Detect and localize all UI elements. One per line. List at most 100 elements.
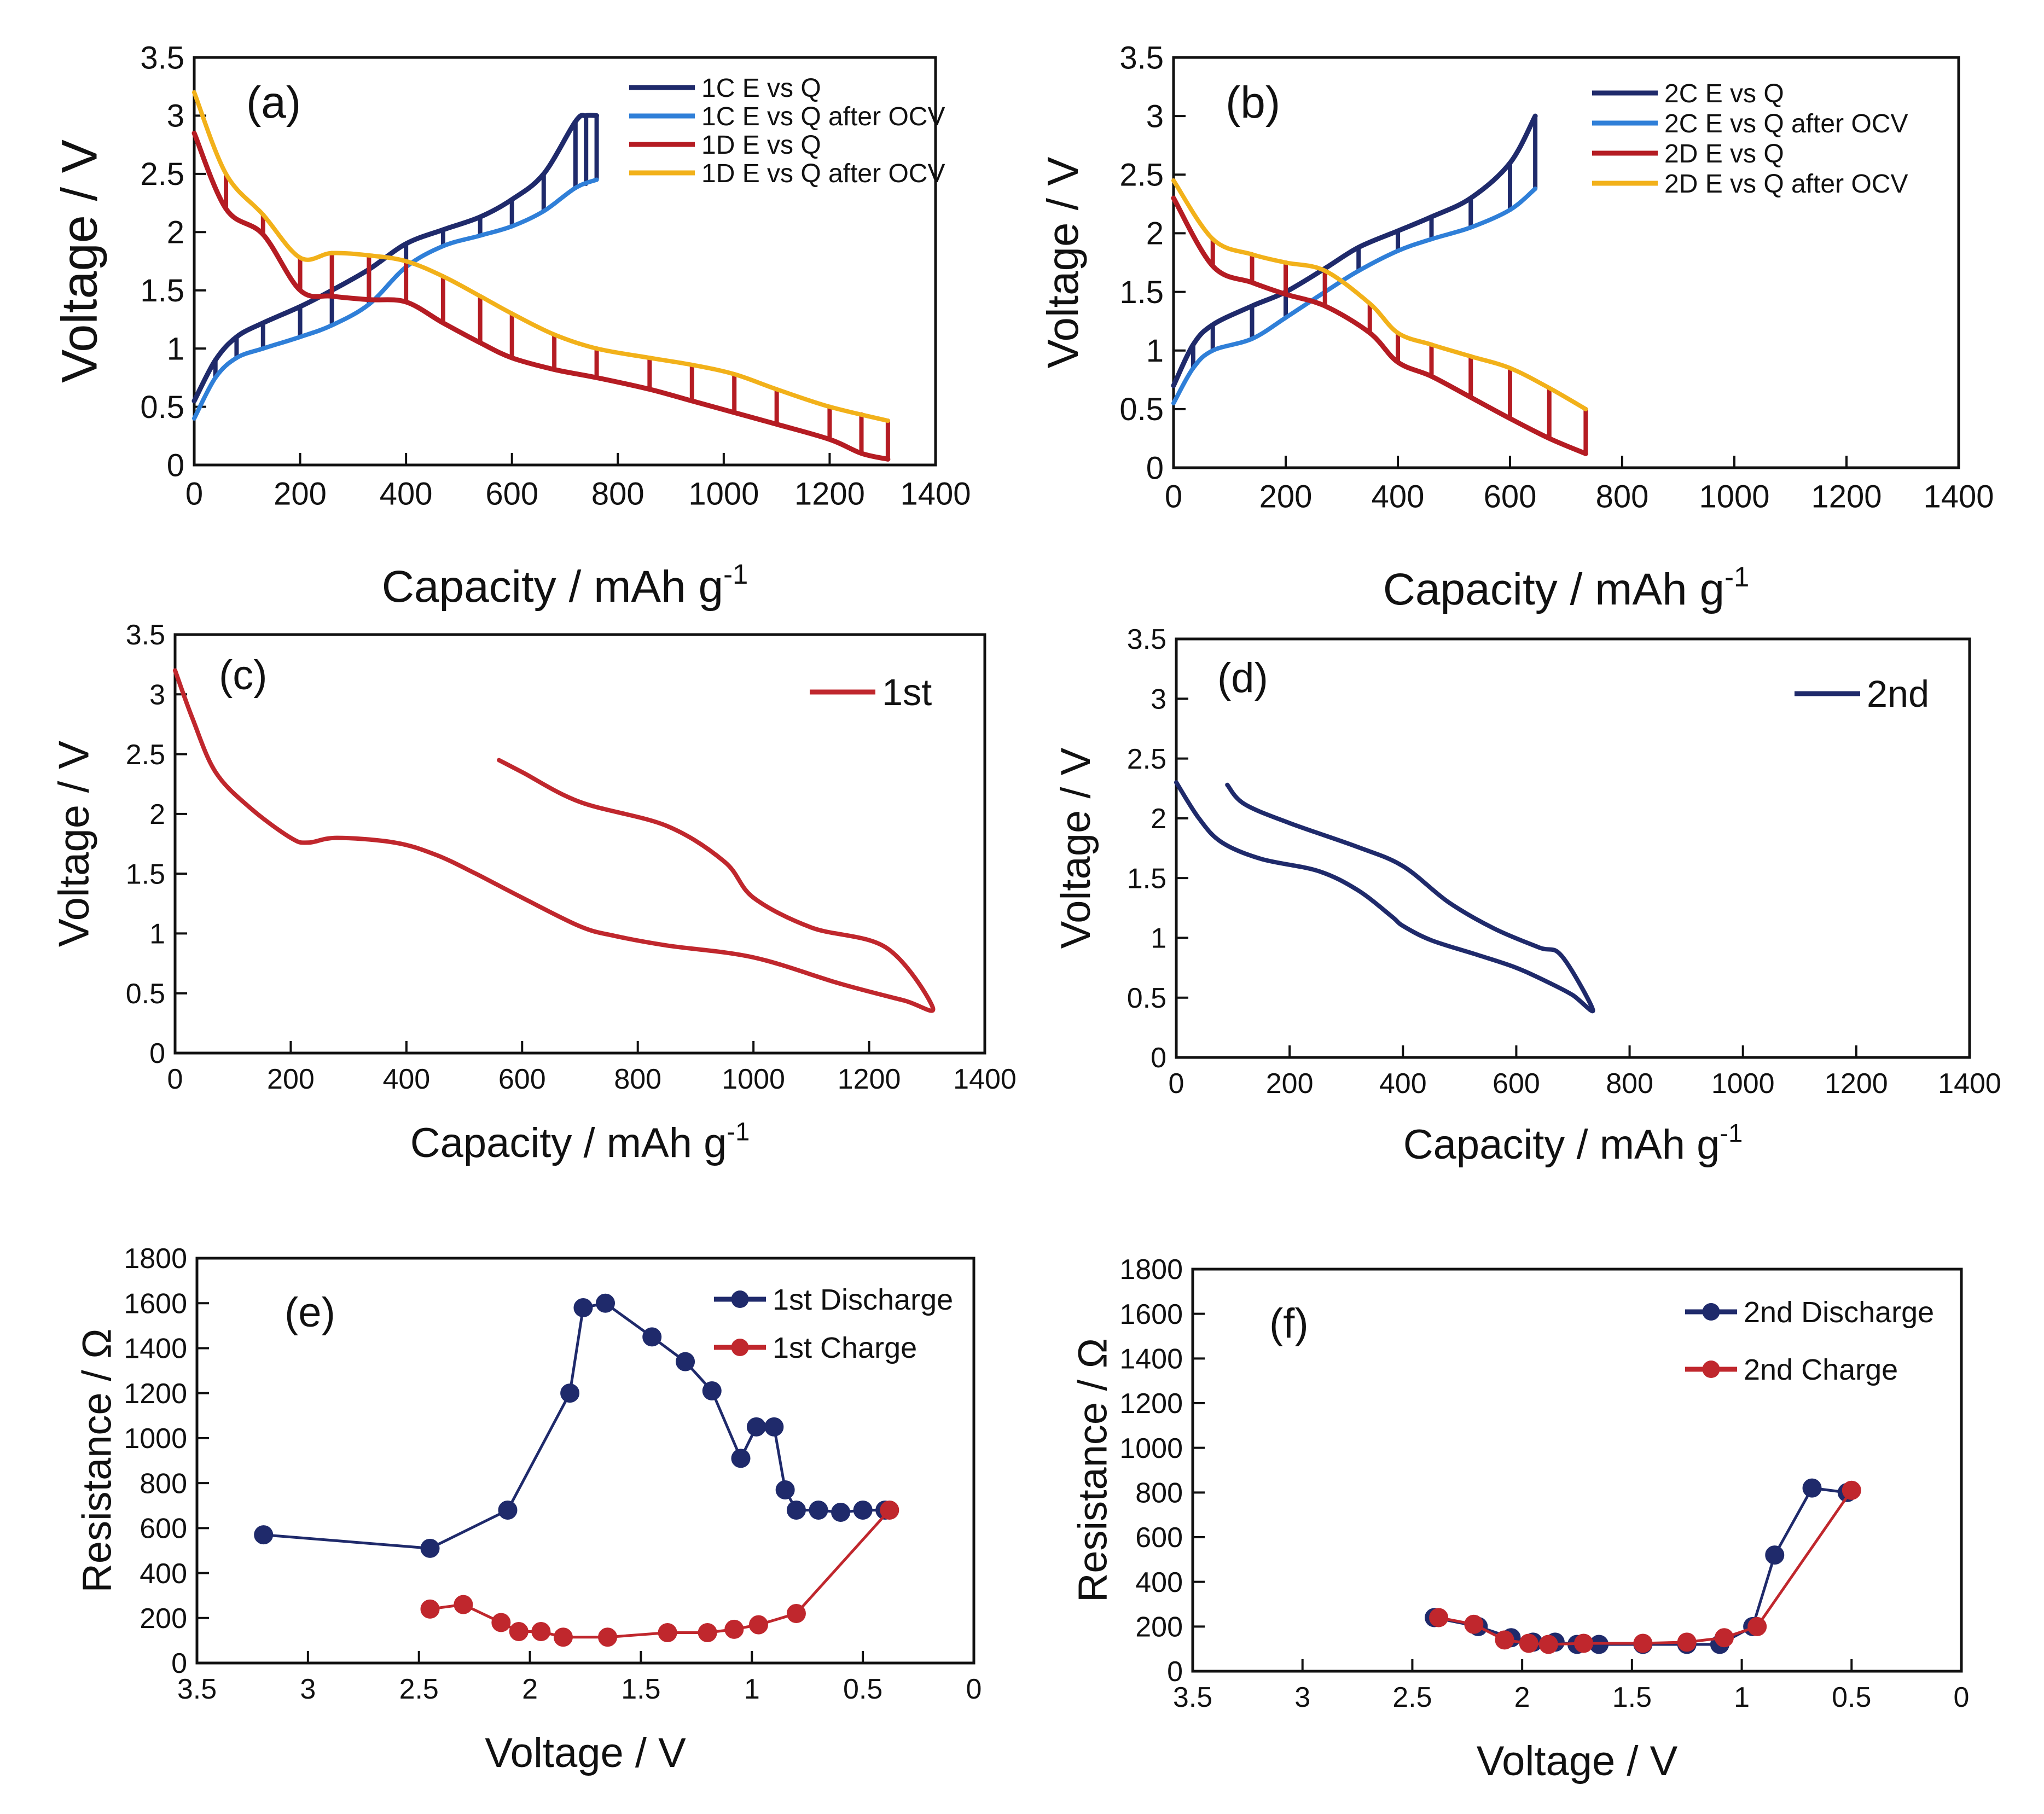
x-tick-label: 1400: [1923, 479, 1994, 515]
y-tick-label: 1.5: [1127, 863, 1166, 894]
x-tick-label: 600: [498, 1063, 546, 1095]
x-axis-label-superscript: -1: [1724, 561, 1749, 592]
data-point: [1429, 1608, 1449, 1627]
legend-label: 1C E vs Q: [701, 74, 821, 103]
y-tick-label: 3: [1146, 98, 1164, 134]
x-tick-label: 3.5: [177, 1673, 217, 1705]
data-point: [1633, 1633, 1653, 1653]
x-axis-label: Voltage / V: [1477, 1738, 1678, 1784]
data-point: [642, 1327, 662, 1347]
legend-label: 2D E vs Q: [1664, 139, 1784, 168]
y-tick-label: 800: [1135, 1478, 1183, 1509]
y-tick-label: 1000: [124, 1423, 187, 1455]
plot-area: [173, 668, 936, 1013]
panel-label: (b): [1226, 78, 1280, 127]
y-axis-label: Resistance / Ω: [74, 1328, 120, 1592]
x-tick-label: 1200: [838, 1063, 901, 1095]
data-point: [853, 1500, 873, 1520]
y-tick-label: 1: [149, 918, 165, 950]
y-tick-label: 3: [149, 679, 165, 711]
x-tick-label: 800: [1606, 1068, 1653, 1100]
data-point: [560, 1383, 580, 1403]
legend-label: 2C E vs Q after OCV: [1664, 109, 1908, 138]
x-tick-label: 1: [744, 1673, 760, 1705]
y-tick-label: 3.5: [140, 40, 184, 75]
y-tick-label: 1800: [124, 1243, 187, 1275]
data-point: [1495, 1630, 1514, 1650]
y-tick-label: 1.5: [126, 858, 165, 890]
y-tick-label: 1000: [1119, 1433, 1183, 1464]
data-point: [786, 1604, 806, 1624]
x-axis-label-superscript: -1: [1720, 1119, 1743, 1148]
plot-area: [254, 1293, 899, 1647]
y-axis-label: Resistance / Ω: [1070, 1338, 1116, 1602]
series-line: [1438, 1489, 1853, 1646]
legend-label: 2nd Charge: [1744, 1353, 1898, 1386]
legend-label: 2C E vs Q: [1664, 79, 1784, 108]
data-point: [1464, 1614, 1484, 1634]
data-point: [809, 1500, 828, 1520]
x-tick-label: 3.5: [1173, 1682, 1212, 1713]
data-point: [731, 1449, 751, 1468]
x-tick-label: 0: [1165, 479, 1182, 515]
data-point: [420, 1599, 440, 1619]
x-tick-label: 0.5: [843, 1673, 882, 1705]
x-tick-label: 0: [966, 1673, 982, 1705]
x-tick-label: 400: [1372, 479, 1425, 515]
y-tick-label: 1200: [124, 1378, 187, 1410]
legend-label: 1D E vs Q: [701, 131, 821, 160]
x-axis-label-superscript: -1: [727, 1117, 750, 1146]
series-line: [1171, 187, 1538, 406]
legend-marker: [1702, 1303, 1720, 1321]
chart-panel-1: 0 0.5 1 1.5 2 2.5 3 3.5 0 200 400 600 800 1000 1200 140…: [52, 40, 971, 612]
legend-label: 2nd Discharge: [1744, 1296, 1934, 1329]
panel-label: (e): [284, 1289, 335, 1336]
x-tick-label: 200: [274, 476, 327, 512]
series-line: [173, 668, 936, 1013]
panel-label: (d): [1217, 655, 1268, 701]
x-tick-label: 400: [1379, 1068, 1427, 1100]
x-tick-label: 800: [591, 476, 644, 512]
y-tick-label: 0.5: [1127, 982, 1166, 1014]
plot-frame: [173, 633, 986, 1055]
legend-marker: [731, 1290, 749, 1308]
x-tick-label: 1000: [1699, 479, 1769, 515]
data-point: [676, 1352, 695, 1371]
y-tick-label: 0.5: [126, 978, 165, 1010]
data-point: [531, 1621, 551, 1641]
legend-label: 2D E vs Q after OCV: [1664, 170, 1908, 199]
data-point: [880, 1500, 899, 1520]
data-point: [598, 1627, 618, 1647]
legend-label: 1st Discharge: [773, 1283, 953, 1316]
x-axis-label: Capacity / mAh g-1: [1383, 561, 1750, 614]
y-tick-label: 1.5: [1119, 275, 1164, 310]
data-point: [1802, 1478, 1822, 1498]
x-tick-label: 1: [1734, 1682, 1750, 1713]
y-tick-label: 1: [1151, 923, 1166, 955]
y-tick-label: 3: [1151, 683, 1166, 715]
data-point: [420, 1538, 440, 1558]
x-tick-label: 0: [1169, 1068, 1184, 1100]
x-axis-label-superscript: -1: [723, 559, 748, 590]
x-tick-label: 2.5: [399, 1673, 439, 1705]
y-tick-label: 0: [171, 1648, 187, 1679]
chart-panel-5: 0 200 400 600 800 1000 1200 1400 1600 1800 3.5 3 2.5…: [74, 1243, 982, 1776]
y-tick-label: 2: [1151, 803, 1166, 835]
x-tick-label: 0.5: [1832, 1682, 1871, 1713]
legend-label: 2nd: [1867, 673, 1929, 715]
y-tick-label: 2.5: [1127, 743, 1166, 775]
chart-panel-4: 0 0.5 1 1.5 2 2.5 3 3.5 0 200 400 600 800 1000 1200 140…: [1053, 624, 2001, 1168]
data-point: [746, 1417, 766, 1437]
legend: 2nd Discharge 2nd Charge: [1685, 1296, 1934, 1386]
data-point: [1765, 1545, 1785, 1565]
x-tick-label: 400: [382, 1063, 430, 1095]
y-tick-label: 1: [1146, 333, 1164, 369]
x-tick-label: 1400: [953, 1063, 1017, 1095]
y-tick-label: 3.5: [126, 619, 165, 651]
y-tick-label: 2.5: [140, 156, 184, 192]
legend-marker: [731, 1339, 749, 1356]
data-point: [553, 1627, 573, 1647]
y-tick-label: 1600: [1119, 1299, 1183, 1330]
